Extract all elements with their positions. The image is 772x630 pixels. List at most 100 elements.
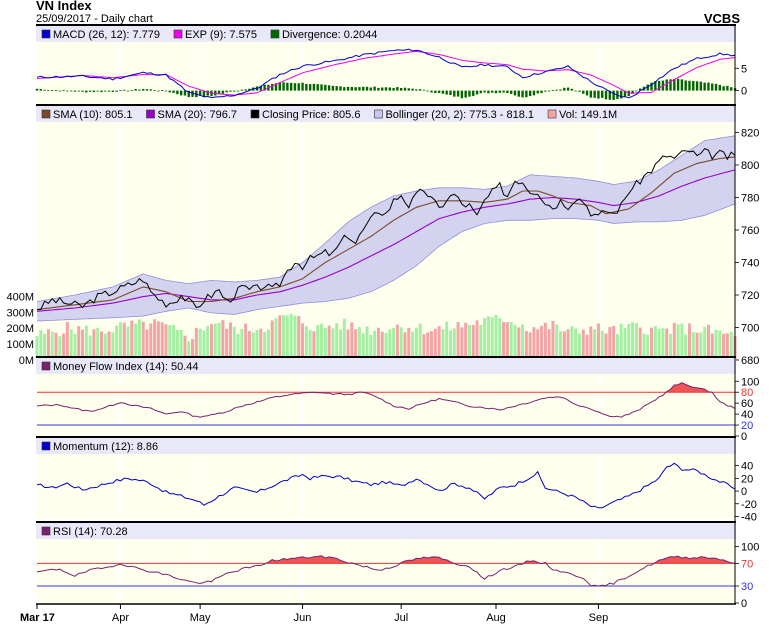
- volume-bar: [407, 327, 411, 360]
- volume-bar: [414, 327, 418, 360]
- divergence-bar: [631, 90, 634, 94]
- divergence-bar: [563, 87, 566, 91]
- momentum-axis-tick-label: -20: [741, 499, 757, 511]
- volume-bar: [323, 328, 327, 360]
- momentum-axis-tick-label: 40: [741, 461, 753, 473]
- price-axis-tick-label: 760: [741, 225, 759, 237]
- divergence-bar: [415, 89, 418, 91]
- divergence-bar: [100, 90, 103, 93]
- volume-bar: [312, 331, 316, 360]
- legend-label-exp: EXP (9): 7.575: [185, 29, 257, 41]
- volume-bar: [84, 325, 88, 360]
- volume-bar: [217, 322, 221, 360]
- volume-bar: [543, 322, 547, 360]
- divergence-bar: [343, 87, 346, 91]
- divergence-bar: [574, 90, 577, 92]
- price-axis-tick-label: 820: [741, 128, 759, 140]
- divergence-bar: [85, 90, 88, 93]
- volume-bar: [714, 329, 718, 360]
- volume-bar: [471, 324, 475, 360]
- volume-bar: [107, 331, 111, 360]
- divergence-bar: [183, 90, 187, 96]
- volume-bar: [650, 327, 654, 360]
- divergence-bar: [229, 90, 232, 92]
- price-axis-tick-label: 700: [741, 323, 759, 335]
- volume-bar: [445, 321, 449, 360]
- brand-label: VCBS: [703, 11, 740, 26]
- divergence-bar: [270, 84, 274, 91]
- volume-bar: [570, 326, 574, 360]
- volume-bar: [365, 326, 369, 360]
- volume-bar: [403, 332, 407, 360]
- volume-bar: [191, 339, 195, 360]
- volume-bar: [73, 333, 77, 360]
- divergence-bar: [422, 89, 426, 91]
- divergence-bar: [714, 83, 718, 91]
- divergence-bar: [483, 90, 486, 93]
- volume-bar: [623, 328, 627, 360]
- divergence-bar: [582, 90, 585, 94]
- volume-bar: [88, 335, 92, 360]
- x-axis-tick-label: Aug: [486, 612, 506, 624]
- x-axis-tick-label: Jun: [294, 612, 312, 624]
- volume-bar: [206, 325, 210, 360]
- divergence-bar: [650, 82, 653, 91]
- divergence-bar: [160, 90, 164, 91]
- divergence-bar: [570, 88, 574, 91]
- volume-bar: [475, 320, 479, 360]
- divergence-bar: [164, 90, 168, 92]
- volume-bar: [513, 324, 517, 360]
- volume-bar: [615, 333, 619, 360]
- volume-bar: [460, 327, 464, 360]
- mfi-axis-tick-label: 80: [741, 387, 753, 399]
- volume-bar: [669, 334, 673, 360]
- rsi-axis-tick-label: 100: [741, 541, 759, 553]
- volume-axis-tick-label: 100M: [6, 339, 34, 351]
- divergence-bar: [259, 85, 263, 91]
- volume-bar: [198, 328, 202, 360]
- divergence-bar: [494, 90, 498, 94]
- divergence-bar: [176, 90, 179, 95]
- divergence-bar: [597, 90, 600, 99]
- divergence-bar: [369, 87, 373, 91]
- mfi-axis-tick-label: 100: [741, 376, 759, 388]
- divergence-bar: [153, 90, 156, 92]
- volume-bar: [517, 327, 521, 360]
- x-axis-tick-label: Mar 17: [20, 612, 55, 624]
- volume-bar: [179, 329, 183, 360]
- volume-bar: [672, 322, 676, 360]
- divergence-bar: [604, 90, 608, 100]
- volume-bar: [562, 331, 566, 360]
- divergence-bar: [673, 79, 676, 91]
- divergence-bar: [578, 90, 581, 92]
- divergence-bar: [236, 90, 240, 92]
- volume-bar: [612, 325, 616, 360]
- mfi-axis-tick-label: 0: [741, 431, 747, 443]
- divergence-bar: [449, 90, 452, 96]
- volume-bar: [149, 323, 153, 360]
- volume-bar: [304, 326, 308, 360]
- divergence-bar: [532, 90, 536, 96]
- divergence-bar: [278, 82, 281, 91]
- volume-bar: [631, 322, 635, 360]
- legend-swatch-sma10: [41, 109, 51, 119]
- volume-bar: [608, 326, 612, 360]
- macd-axis-tick-label: 5: [741, 63, 747, 75]
- volume-bar: [448, 330, 452, 360]
- divergence-bar: [589, 90, 593, 98]
- volume-bar: [456, 322, 460, 360]
- divergence-bar: [506, 90, 509, 93]
- volume-bar: [373, 330, 377, 360]
- volume-bar: [646, 334, 650, 360]
- divergence-bar: [730, 87, 733, 91]
- volume-bar: [354, 329, 358, 360]
- divergence-bar: [308, 84, 312, 91]
- divergence-bar: [464, 90, 467, 98]
- volume-bar: [536, 329, 540, 360]
- momentum-panel-legend-band: [36, 438, 736, 454]
- rsi-axis-tick-label: 0: [741, 598, 747, 610]
- divergence-bar: [354, 87, 357, 91]
- volume-bar: [676, 324, 680, 360]
